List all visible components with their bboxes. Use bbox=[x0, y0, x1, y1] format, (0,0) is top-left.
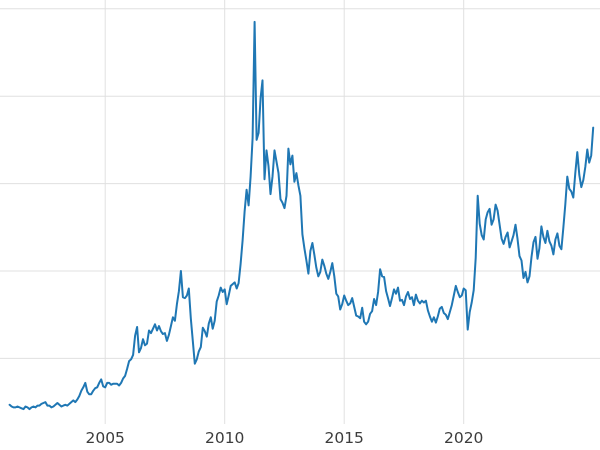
x-axis-tick-label: 2020 bbox=[444, 429, 483, 447]
x-axis-tick-label: 2010 bbox=[205, 429, 244, 447]
price-series-line bbox=[8, 20, 595, 411]
x-axis-tick-label: 2015 bbox=[324, 429, 363, 447]
x-axis-tick-label: 2005 bbox=[85, 429, 124, 447]
